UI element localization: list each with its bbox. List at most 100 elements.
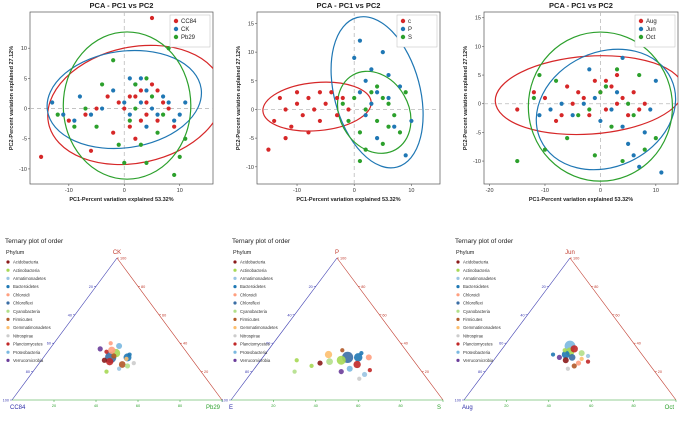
ternary-point-verrucomicrobia: [338, 369, 344, 375]
y-tick-label: 0: [251, 107, 254, 113]
legend-marker: [6, 350, 10, 354]
legend-label: Actinobacteria: [13, 268, 40, 273]
ternary-point-actinobacteria: [104, 369, 109, 374]
ternary-point-firmicutes: [571, 363, 577, 369]
point-S: [369, 90, 374, 95]
point-Jun: [548, 107, 553, 112]
legend-marker: [233, 342, 237, 346]
edge-left: [463, 257, 571, 401]
point-S: [403, 90, 408, 95]
point-Jun: [587, 67, 592, 72]
ternary-point-planctomycetes: [104, 349, 109, 354]
vertex-label-left: E: [229, 405, 233, 411]
ternary-point-bacteroidetes: [353, 353, 363, 362]
point-Jun: [559, 101, 564, 106]
tick-label-bottom: 60: [356, 404, 360, 408]
tick-label-bottom: 20: [271, 404, 275, 408]
edge-right: [569, 257, 677, 401]
legend-label-P: P: [408, 27, 412, 33]
ternary-point-chloroidi: [108, 346, 116, 354]
legend-label: Firmicutes: [463, 317, 482, 322]
point-Oct: [614, 67, 620, 72]
point-Jun: [614, 90, 620, 95]
legend-label-Jun: Jun: [646, 27, 656, 33]
point-Jun: [581, 101, 586, 106]
point-S: [357, 158, 363, 164]
point-Jun: [620, 55, 625, 60]
y-tick-label: 5: [478, 73, 481, 79]
vertex-label-right: Oct: [665, 405, 675, 411]
legend-label: Nitrospirae: [463, 333, 484, 338]
legend-label: Gemmatimonadetes: [240, 325, 278, 330]
tick-label-left: 80: [478, 370, 482, 374]
pca-panel-1: -10 0 10 -10 -5 0 5 10 PCA - PC1 vs PC2 PC1-Perce…: [9, 1, 214, 203]
point-S: [386, 101, 391, 106]
point-P: [397, 84, 403, 89]
point-Oct: [537, 72, 542, 78]
vertex-label-top: Jun: [565, 250, 575, 256]
point-Pb29: [122, 160, 127, 165]
legend-marker-CC84: [173, 18, 179, 24]
ternary-point-cyanobacteria: [578, 350, 585, 357]
legend-marker-c: [400, 18, 406, 24]
tick-label-left: 40: [287, 313, 291, 317]
point-Aug: [581, 95, 586, 101]
ellipse-S: [336, 70, 412, 154]
point-CC84: [144, 112, 149, 117]
point-S: [374, 84, 380, 89]
point-Oct: [626, 101, 631, 106]
point-Pb29: [55, 112, 60, 117]
edge-left: [230, 257, 338, 401]
point-S: [357, 130, 363, 135]
x-tick-label: -10: [293, 188, 301, 194]
ternary-point-actinobacteria: [309, 363, 314, 369]
point-Aug: [542, 95, 548, 101]
legend-label: Chloroflexi: [240, 301, 260, 306]
vertex-label-top: P: [335, 250, 339, 256]
ellipse-P: [330, 16, 424, 169]
tick-label-right: 80: [361, 285, 365, 289]
legend-marker-Oct: [638, 34, 644, 40]
ternary-point-chloroidi: [575, 360, 582, 366]
legend-label: Chloroflexi: [13, 301, 33, 306]
legend-marker: [233, 276, 237, 280]
point-c: [306, 130, 311, 135]
ellipse-Pb29: [62, 31, 192, 180]
x-tick-label: -20: [486, 188, 494, 194]
point-Oct: [565, 136, 570, 141]
point-Pb29: [177, 154, 182, 159]
legend-marker: [233, 260, 237, 264]
point-Oct: [642, 147, 647, 152]
point-c: [289, 124, 294, 129]
legend-marker: [233, 350, 237, 354]
ternary-point-acidobacteria: [562, 357, 569, 364]
x-axis-label: PC1-Percent variation explained 53.32%: [529, 197, 633, 203]
point-CK: [138, 76, 144, 81]
legend-marker-CK: [173, 26, 179, 32]
legend-label: Verrucomicrobia: [13, 358, 44, 363]
legend-marker: [6, 309, 10, 313]
vertex-label-top: CK: [113, 250, 121, 256]
point-CC84: [155, 118, 160, 123]
legend-marker: [233, 358, 237, 362]
x-tick-label: 0: [599, 188, 602, 194]
point-CC84: [144, 100, 149, 105]
point-Aug: [614, 101, 620, 106]
ternary-point-chloroidi: [365, 354, 372, 361]
point-Aug: [531, 90, 536, 95]
legend-label-S: S: [408, 35, 412, 41]
point-Jun: [631, 153, 636, 158]
point-Pb29: [155, 130, 160, 135]
point-Pb29: [133, 106, 138, 111]
tick-label-left: 20: [542, 285, 546, 289]
legend-marker: [233, 334, 237, 338]
point-c: [300, 113, 305, 118]
legend-label: Proteobacteria: [240, 350, 268, 355]
point-c: [323, 101, 328, 106]
x-tick-label: -10: [65, 188, 73, 194]
legend-marker: [233, 309, 237, 313]
y-tick-label: 15: [248, 21, 254, 27]
x-tick-label: 10: [177, 188, 183, 194]
ternary-point-bacteroidetes: [550, 352, 556, 357]
legend-label: Verrucomicrobia: [463, 358, 494, 363]
